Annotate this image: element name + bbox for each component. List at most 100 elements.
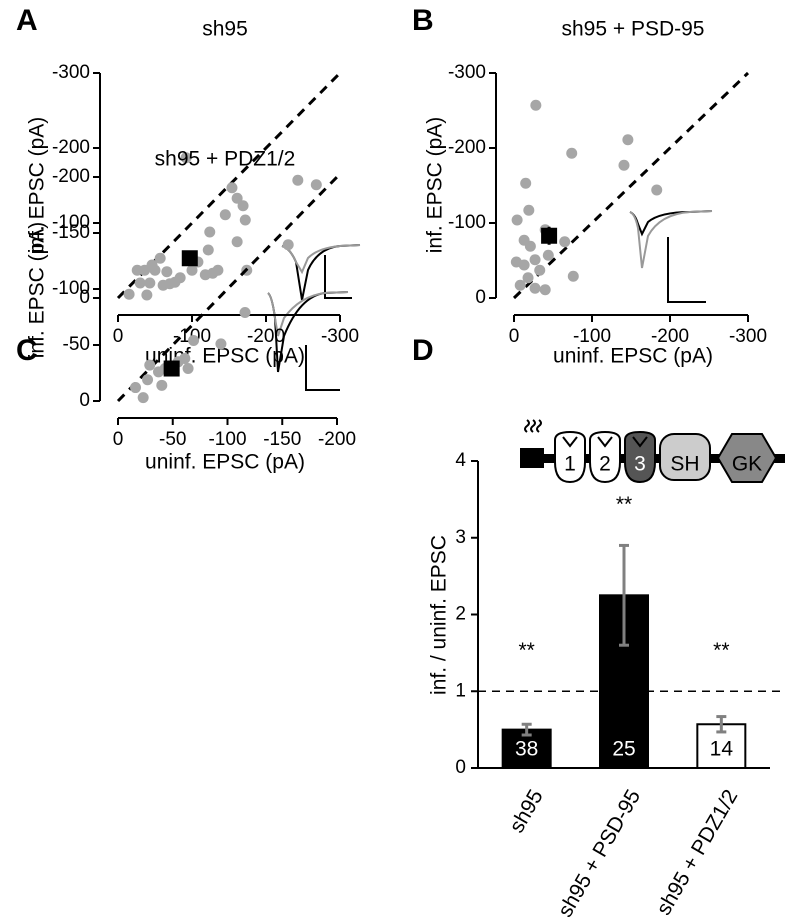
point [292, 174, 304, 186]
point [204, 226, 216, 238]
point [188, 335, 200, 347]
point [239, 214, 251, 226]
y-tick-label: 1 [455, 680, 466, 701]
point [202, 244, 214, 256]
point [518, 259, 530, 271]
x-axis-label: uninf. EPSC (pA) [553, 345, 713, 368]
point [137, 392, 149, 404]
trace [267, 291, 349, 337]
scale-bar [324, 255, 352, 299]
y-tick-label: 0 [79, 287, 90, 308]
n-label: 14 [710, 738, 734, 761]
point [215, 338, 227, 350]
point [141, 289, 153, 301]
y-tick-label: 0 [79, 390, 90, 411]
x-tick-label: -150 [263, 429, 301, 450]
point [534, 264, 546, 276]
y-tick-label: -150 [52, 222, 90, 243]
trace [281, 244, 361, 275]
pdz3 [624, 430, 656, 484]
pdz1 [554, 430, 586, 484]
point [567, 270, 579, 282]
x-axis-label: uninf. EPSC (pA) [145, 451, 305, 474]
y-tick-label: 0 [455, 757, 466, 778]
point [618, 159, 630, 171]
chart-title: sh95 + PDZ1/2 [155, 148, 296, 171]
point [226, 182, 238, 194]
point [530, 99, 542, 111]
x-tick-label: -300 [729, 326, 767, 347]
point [161, 266, 173, 278]
point [566, 147, 578, 159]
n-label: 38 [515, 738, 538, 761]
point [237, 200, 249, 212]
point [651, 184, 663, 196]
point [542, 249, 554, 261]
point [622, 134, 634, 146]
y-tick-label: -100 [52, 278, 90, 299]
point [179, 352, 191, 364]
y-tick-label: 4 [455, 450, 466, 471]
panel-letter: B [412, 4, 434, 37]
domain-label: SH [670, 453, 699, 476]
y-tick-label: 2 [455, 604, 466, 625]
point [134, 277, 146, 289]
panel-letter: D [412, 334, 434, 367]
domain-label: 1 [564, 453, 576, 476]
mean-point [163, 360, 180, 377]
domain-label: GK [732, 453, 762, 476]
x-tick-label: 0 [113, 429, 124, 450]
n-label: 25 [612, 738, 635, 761]
x-tick-label: -50 [159, 429, 186, 450]
n-terminus [520, 448, 544, 468]
trace [629, 210, 713, 237]
palmitoylation [524, 419, 542, 433]
y-tick-label: -200 [448, 137, 486, 158]
chart-title: sh95 [202, 18, 248, 41]
y-tick-label: -200 [52, 166, 90, 187]
point [522, 272, 534, 284]
x-tick-label: -200 [247, 326, 285, 347]
domain-diagram [520, 419, 785, 484]
pdz-groove [562, 436, 648, 448]
x-tick-label: -100 [573, 326, 611, 347]
point [529, 254, 541, 266]
gk [716, 433, 778, 483]
chart-title: sh95 + PSD-95 [561, 18, 704, 41]
significance: ** [713, 639, 729, 662]
bar [696, 723, 747, 770]
point [514, 279, 526, 291]
y-tick-label: -100 [52, 212, 90, 233]
panel-letter: A [16, 4, 38, 37]
pdz2 [589, 430, 621, 484]
point [529, 282, 541, 294]
y-tick-label: -300 [448, 62, 486, 83]
y-axis-label: inf. EPSC (pA) [26, 117, 49, 254]
point [144, 359, 156, 371]
point [212, 264, 224, 276]
point [231, 192, 243, 204]
trace [629, 210, 713, 269]
significance: ** [616, 493, 632, 516]
point [239, 307, 251, 319]
panel-letter: C [16, 334, 38, 367]
point [310, 179, 322, 191]
point [144, 277, 156, 289]
y-tick-label: -50 [63, 334, 90, 355]
point [146, 259, 158, 271]
domain-label: 2 [599, 453, 611, 476]
point [156, 379, 168, 391]
point [154, 252, 166, 264]
point [231, 236, 243, 248]
identity-line [512, 71, 750, 300]
scale-bar [667, 237, 706, 303]
x-tick-label: -200 [318, 429, 356, 450]
domain-label: 3 [634, 453, 646, 476]
x-tick-label: 0 [113, 326, 124, 347]
point [123, 288, 135, 300]
point [142, 374, 154, 386]
y-tick-label: -100 [448, 212, 486, 233]
trace [281, 244, 361, 301]
x-tick-label: sh95 [505, 786, 548, 837]
significance: ** [518, 639, 534, 662]
